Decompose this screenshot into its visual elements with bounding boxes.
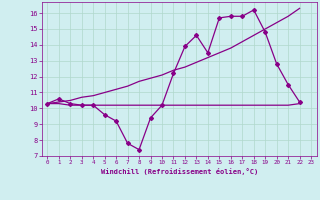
X-axis label: Windchill (Refroidissement éolien,°C): Windchill (Refroidissement éolien,°C): [100, 168, 258, 175]
